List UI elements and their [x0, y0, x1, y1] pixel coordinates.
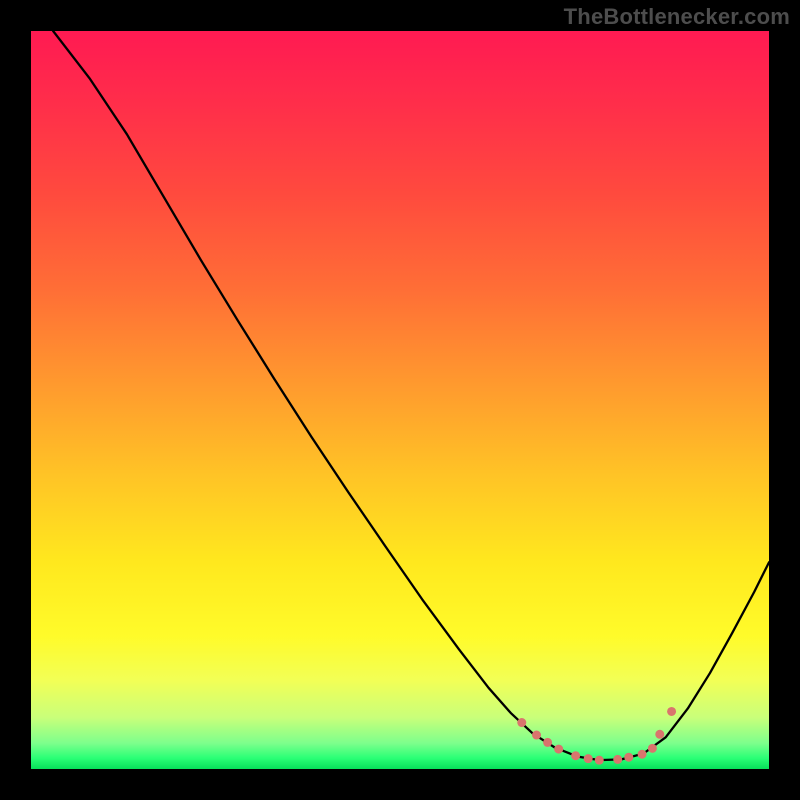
- marker-point: [595, 756, 603, 764]
- marker-point: [518, 719, 526, 727]
- optimal-range-markers: [518, 707, 676, 764]
- marker-point: [544, 738, 552, 746]
- marker-point: [614, 755, 622, 763]
- chart-root: TheBottlenecker.com: [0, 0, 800, 800]
- marker-point: [584, 755, 592, 763]
- bottleneck-curve: [53, 31, 769, 760]
- marker-point: [648, 744, 656, 752]
- marker-point: [668, 707, 676, 715]
- marker-point: [656, 730, 664, 738]
- marker-point: [555, 745, 563, 753]
- chart-svg: [31, 31, 769, 769]
- marker-point: [638, 750, 646, 758]
- watermark-text: TheBottlenecker.com: [564, 4, 790, 30]
- marker-point: [533, 731, 541, 739]
- marker-point: [572, 752, 580, 760]
- plot-area: [31, 31, 769, 769]
- marker-point: [625, 753, 633, 761]
